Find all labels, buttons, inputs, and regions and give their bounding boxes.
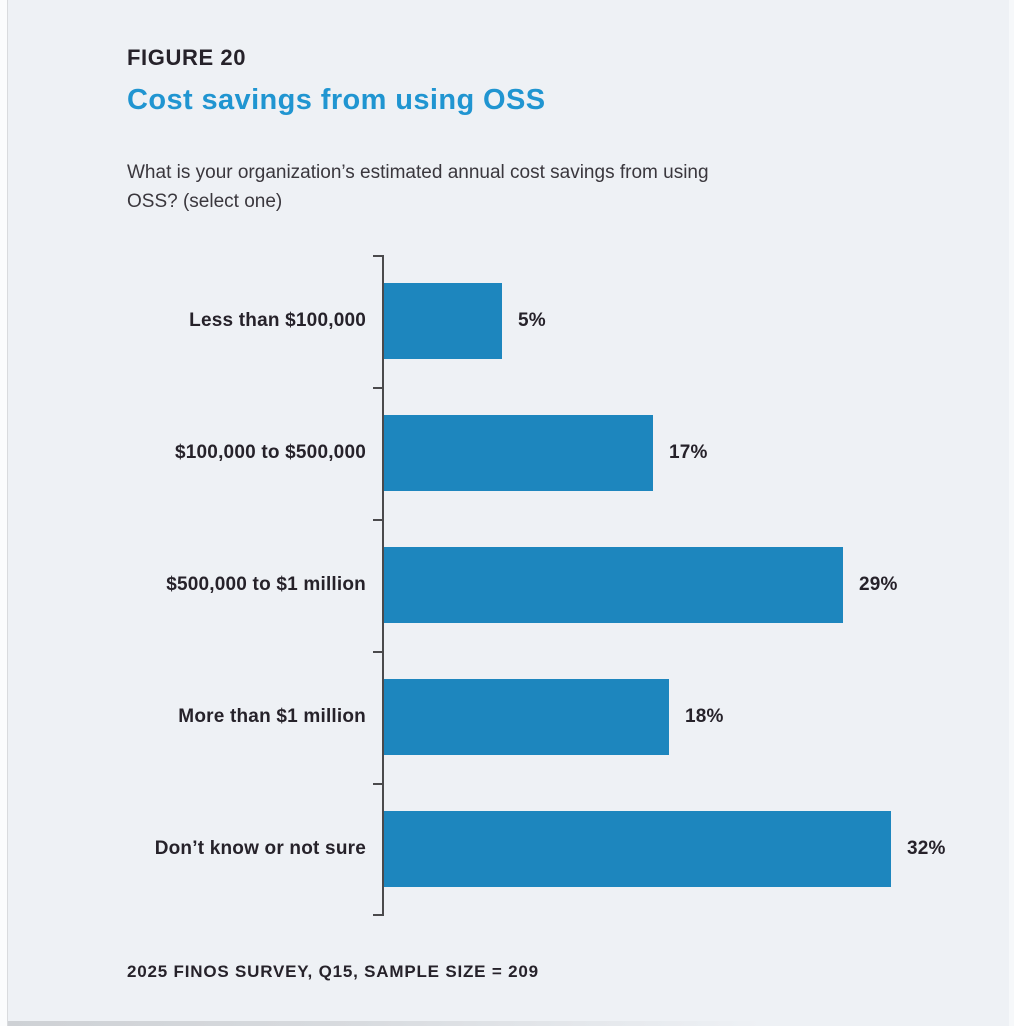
page-bottom-edge: [8, 1021, 1014, 1026]
value-label: 5%: [518, 310, 546, 331]
category-label: Less than $100,000: [189, 310, 366, 331]
chart-rows: Less than $100,000 5% $100,000 to $500,0…: [0, 255, 1014, 915]
bar: [384, 679, 669, 755]
value-label: 32%: [907, 838, 946, 859]
bar: [384, 547, 843, 623]
chart-row: $100,000 to $500,000 17%: [0, 387, 1014, 519]
bar: [384, 811, 891, 887]
axis-line: [382, 255, 384, 916]
axis-tick: [373, 519, 382, 521]
axis-tick: [373, 783, 382, 785]
axis-tick: [373, 651, 382, 653]
page-left-margin: [0, 0, 8, 1026]
survey-question: What is your organization’s estimated an…: [127, 158, 927, 216]
chart-row: $500,000 to $1 million 29%: [0, 519, 1014, 651]
figure-number: FIGURE 20: [127, 45, 247, 70]
bar-area: 29%: [384, 519, 898, 651]
page-right-margin: [1009, 0, 1014, 1026]
value-label: 29%: [859, 574, 898, 595]
axis-tick: [373, 914, 382, 916]
axis-tick: [373, 387, 382, 389]
chart-row: Less than $100,000 5%: [0, 255, 1014, 387]
chart-row: Don’t know or not sure 32%: [0, 783, 1014, 915]
category-label: More than $1 million: [178, 706, 366, 727]
axis-tick: [373, 255, 382, 257]
bar-chart: Less than $100,000 5% $100,000 to $500,0…: [0, 255, 1014, 916]
bar: [384, 283, 502, 359]
survey-question-line2: OSS? (select one): [127, 191, 283, 212]
bar-area: 32%: [384, 783, 946, 915]
survey-question-line1: What is your organization’s estimated an…: [127, 162, 709, 183]
bar-area: 5%: [384, 255, 546, 387]
category-label: $100,000 to $500,000: [175, 442, 366, 463]
category-label: $500,000 to $1 million: [166, 574, 366, 595]
value-label: 17%: [669, 442, 708, 463]
bar: [384, 415, 653, 491]
figure-title: Cost savings from using OSS: [127, 84, 546, 116]
value-label: 18%: [685, 706, 724, 727]
category-label: Don’t know or not sure: [154, 838, 366, 859]
bar-area: 17%: [384, 387, 708, 519]
bar-area: 18%: [384, 651, 724, 783]
chart-row: More than $1 million 18%: [0, 651, 1014, 783]
source-note: 2025 FINOS SURVEY, Q15, SAMPLE SIZE = 20…: [127, 962, 539, 981]
